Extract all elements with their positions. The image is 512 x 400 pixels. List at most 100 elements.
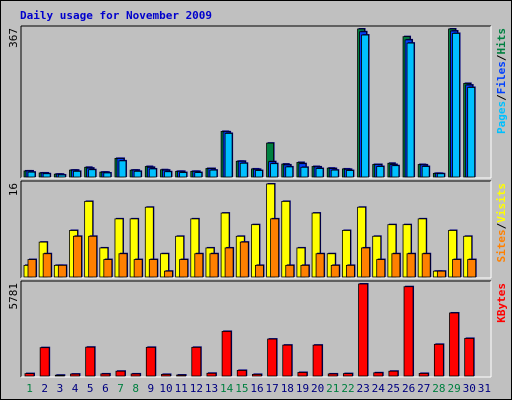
day-label-21: 21 [326, 382, 339, 395]
day-label-15: 15 [235, 382, 248, 395]
day-label-5: 5 [87, 382, 94, 395]
sites-bar-9 [148, 259, 158, 278]
legend-item-sep-1: / [495, 222, 508, 229]
pages-bar-3 [57, 174, 66, 178]
sites-bar-5 [88, 235, 98, 278]
kbytes-bar-8 [130, 373, 141, 377]
sites-bar-8 [133, 259, 143, 278]
sites-bar-1 [27, 259, 37, 278]
day-label-22: 22 [341, 382, 354, 395]
max-label-panel-3: 5781 [7, 283, 20, 310]
pages-bar-23 [361, 34, 369, 178]
pages-bar-19 [300, 166, 309, 178]
kbytes-bar-6 [100, 373, 111, 377]
sites-bar-4 [73, 235, 82, 278]
day-label-12: 12 [190, 382, 203, 395]
kbytes-bar-23 [358, 283, 368, 377]
day-label-19: 19 [296, 382, 309, 395]
pages-bar-24 [376, 166, 385, 178]
day-label-18: 18 [281, 382, 294, 395]
kbytes-bar-26 [403, 286, 414, 377]
sites-bar-15 [239, 241, 249, 278]
kbytes-bar-7 [115, 370, 126, 377]
pages-bar-18 [285, 166, 294, 178]
pages-bar-30 [467, 87, 476, 178]
legend-item-KBytes-0: KBytes [495, 283, 508, 323]
sites-bar-16 [255, 264, 264, 278]
sites-bar-22 [345, 264, 355, 278]
kbytes-bar-5 [85, 346, 96, 377]
day-label-11: 11 [175, 382, 188, 395]
day-label-27: 27 [417, 382, 430, 395]
pages-bar-21 [330, 169, 339, 178]
pages-bar-6 [103, 172, 112, 178]
pages-bar-16 [255, 170, 263, 178]
pages-bar-20 [315, 168, 324, 178]
pages-bar-14 [224, 133, 233, 178]
pages-bar-13 [209, 169, 218, 178]
sites-bar-17 [270, 218, 279, 278]
sites-bar-21 [330, 264, 340, 278]
pages-bar-26 [406, 42, 415, 178]
kbytes-bar-12 [191, 346, 202, 377]
pages-bar-29 [452, 33, 460, 178]
legend-item-Sites-0: Sites [495, 229, 508, 262]
pages-bar-25 [391, 165, 400, 178]
kbytes-bar-13 [206, 372, 217, 377]
sites-bar-12 [194, 253, 204, 278]
kbytes-bar-2 [39, 347, 50, 377]
sites-bar-6 [103, 259, 113, 278]
sites-bar-23 [361, 247, 370, 278]
pages-bar-2 [42, 173, 51, 178]
kbytes-bar-24 [373, 372, 384, 377]
pages-bar-27 [421, 166, 430, 178]
max-label-panel-2: 16 [7, 183, 20, 196]
pages-bar-1 [27, 171, 36, 178]
day-label-10: 10 [159, 382, 172, 395]
legend-item-Pages-0: Pages [495, 101, 508, 134]
day-label-13: 13 [205, 382, 218, 395]
max-label-panel-1: 367 [7, 28, 20, 48]
kbytes-bar-10 [161, 374, 171, 377]
sites-bar-30 [467, 259, 477, 278]
day-label-14: 14 [220, 382, 234, 395]
kbytes-bar-15 [236, 370, 247, 377]
legend-item-Visits-2: Visits [495, 183, 508, 223]
pages-bar-11 [179, 172, 188, 178]
day-label-26: 26 [402, 382, 415, 395]
kbytes-bar-11 [176, 374, 187, 377]
kbytes-bar-21 [327, 373, 338, 377]
pages-bar-7 [118, 160, 127, 178]
day-label-6: 6 [102, 382, 109, 395]
kbytes-bar-30 [464, 338, 475, 377]
kbytes-bar-27 [418, 373, 429, 377]
panel-1-bg [21, 26, 491, 178]
legend-item-sep-1: / [495, 94, 508, 101]
kbytes-bar-29 [449, 312, 459, 377]
day-label-8: 8 [132, 382, 139, 395]
day-label-1: 1 [26, 382, 33, 395]
pages-bar-12 [194, 172, 203, 178]
legend-panel-2: Sites/Visits [495, 183, 508, 263]
day-label-9: 9 [148, 382, 155, 395]
legend-item-sep-3: / [495, 54, 508, 61]
kbytes-bar-3 [54, 374, 65, 377]
sites-bar-19 [300, 264, 310, 278]
day-label-20: 20 [311, 382, 324, 395]
pages-bar-22 [345, 170, 354, 178]
day-label-7: 7 [117, 382, 124, 395]
sites-bar-18 [285, 264, 295, 278]
kbytes-bar-14 [221, 331, 232, 377]
pages-bar-15 [239, 162, 248, 178]
kbytes-bar-18 [282, 344, 293, 377]
sites-bar-20 [315, 253, 325, 278]
day-label-28: 28 [432, 382, 445, 395]
sites-bar-2 [42, 253, 52, 278]
legend-panel-1: Pages/Files/Hits [495, 28, 508, 134]
day-label-16: 16 [250, 382, 263, 395]
sites-bar-26 [406, 253, 416, 278]
sites-bar-11 [179, 259, 189, 278]
kbytes-bar-16 [252, 374, 262, 377]
kbytes-bar-4 [70, 373, 80, 377]
